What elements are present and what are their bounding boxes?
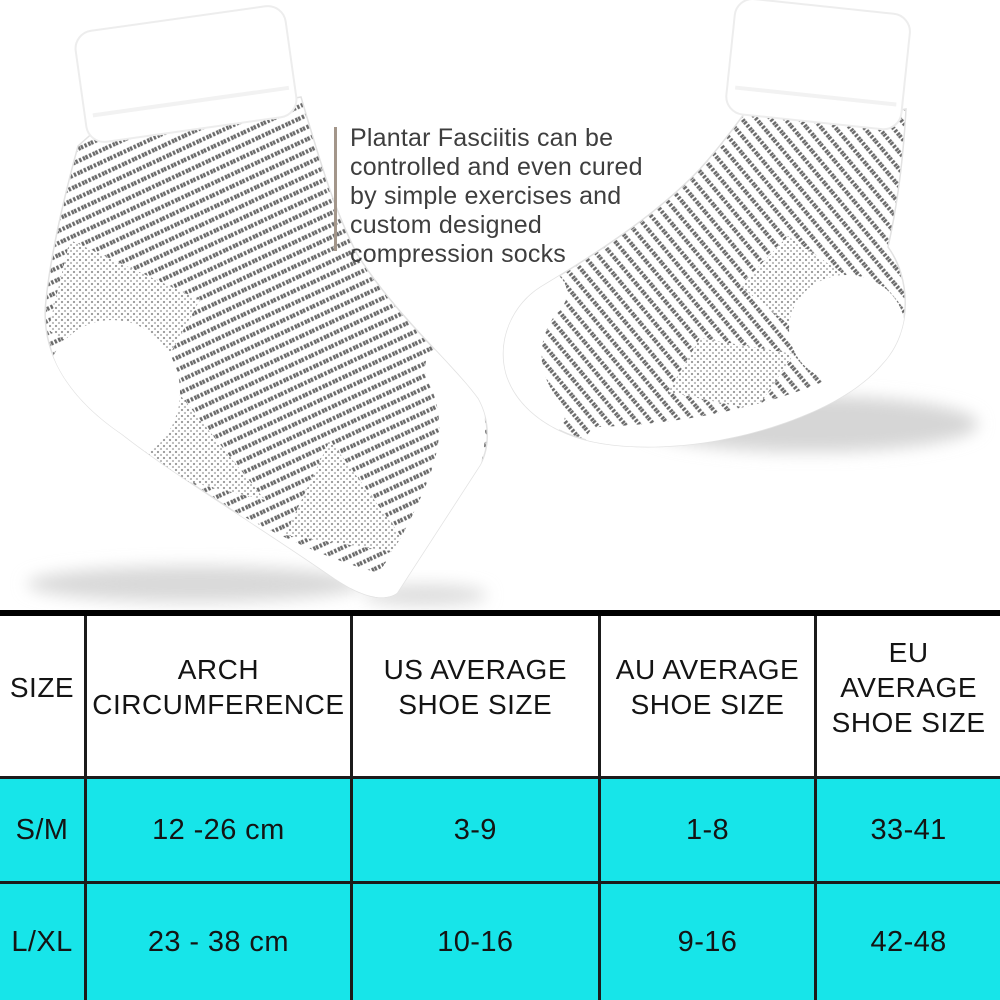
cell-sm-arch-circumference: 12 -26 cm bbox=[86, 779, 350, 881]
caption-line: by simple exercises and bbox=[350, 182, 622, 210]
header-line: SHOE SIZE bbox=[831, 706, 986, 738]
caption-divider-line bbox=[334, 127, 337, 251]
cell-sm-eu-shoe-size: 33-41 bbox=[817, 779, 1000, 881]
left-sock-cuff bbox=[74, 5, 298, 143]
left-sock-illustration bbox=[44, 5, 489, 599]
cell-lxl-size: L/XL bbox=[0, 884, 84, 1000]
header-line: SHOE SIZE bbox=[630, 689, 785, 720]
size-chart-table: SIZE ARCH CIRCUMFERENCE US AVERAGE SHOE … bbox=[0, 610, 1000, 1000]
caption-line: Plantar Fasciitis can be bbox=[350, 124, 614, 152]
cell-lxl-au-shoe-size: 9-16 bbox=[600, 884, 815, 1000]
header-cell-arch-circumference: ARCH CIRCUMFERENCE bbox=[86, 616, 350, 776]
header-cell-us-shoe-size: US AVERAGE SHOE SIZE bbox=[352, 616, 598, 776]
right-sock-illustration bbox=[502, 0, 911, 448]
product-photo-section: Plantar Fasciitis can be controlled and … bbox=[27, 0, 978, 606]
header-line: CIRCUMFERENCE bbox=[92, 689, 345, 720]
compression-socks-photo bbox=[27, 0, 978, 606]
caption-line: custom designed bbox=[350, 211, 543, 239]
header-cell-size: SIZE bbox=[0, 616, 84, 776]
cell-lxl-us-shoe-size: 10-16 bbox=[352, 884, 598, 1000]
caption-line: compression socks bbox=[350, 240, 566, 268]
cell-sm-au-shoe-size: 1-8 bbox=[600, 779, 815, 881]
caption-line: controlled and even cured bbox=[350, 153, 643, 181]
header-line: AU AVERAGE bbox=[615, 654, 800, 685]
photo-caption: Plantar Fasciitis can be controlled and … bbox=[350, 124, 650, 269]
header-line: SHOE SIZE bbox=[398, 689, 553, 720]
cell-sm-us-shoe-size: 3-9 bbox=[352, 779, 598, 881]
cell-lxl-eu-shoe-size: 42-48 bbox=[817, 884, 1000, 1000]
header-line: US AVERAGE bbox=[383, 654, 567, 685]
header-line: SIZE bbox=[9, 671, 75, 703]
right-sock-cuff bbox=[725, 0, 911, 131]
cell-lxl-arch-circumference: 23 - 38 cm bbox=[86, 884, 350, 1000]
header-cell-au-shoe-size: AU AVERAGE SHOE SIZE bbox=[600, 616, 815, 776]
header-cell-eu-shoe-size: EU AVERAGE SHOE SIZE bbox=[817, 616, 1000, 776]
header-line: EU AVERAGE bbox=[840, 636, 977, 703]
cell-sm-size: S/M bbox=[0, 779, 84, 881]
header-line: ARCH bbox=[177, 654, 260, 685]
